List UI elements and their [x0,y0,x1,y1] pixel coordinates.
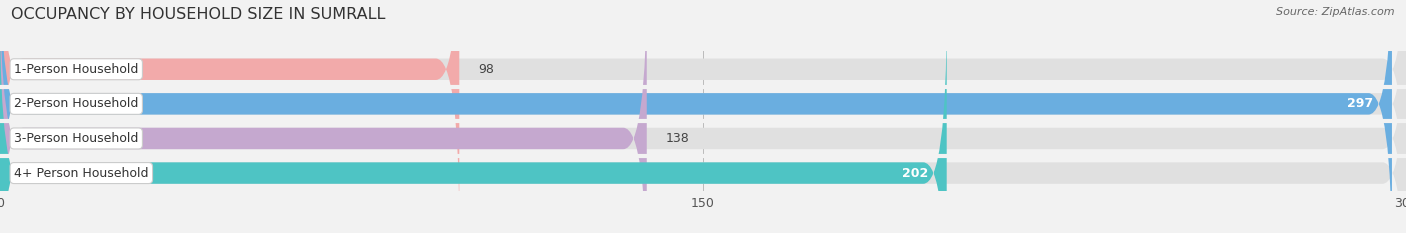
Text: 202: 202 [901,167,928,180]
FancyBboxPatch shape [0,0,647,233]
Text: 138: 138 [665,132,689,145]
Text: 4+ Person Household: 4+ Person Household [14,167,149,180]
Text: 98: 98 [478,63,494,76]
Text: 3-Person Household: 3-Person Household [14,132,138,145]
FancyBboxPatch shape [0,11,1406,233]
Text: 1-Person Household: 1-Person Household [14,63,138,76]
Text: Source: ZipAtlas.com: Source: ZipAtlas.com [1277,7,1395,17]
FancyBboxPatch shape [0,11,946,233]
FancyBboxPatch shape [0,0,460,232]
Text: OCCUPANCY BY HOUSEHOLD SIZE IN SUMRALL: OCCUPANCY BY HOUSEHOLD SIZE IN SUMRALL [11,7,385,22]
Text: 2-Person Household: 2-Person Household [14,97,138,110]
Text: 297: 297 [1347,97,1374,110]
